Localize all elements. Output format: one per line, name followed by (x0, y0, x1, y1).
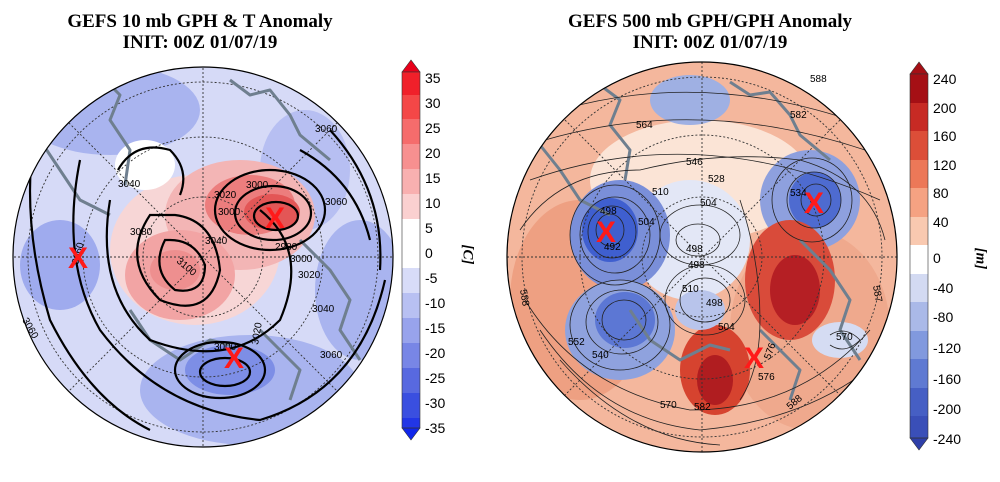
left-gph-contours (28, 129, 387, 431)
right-contour-label: 510 (682, 284, 699, 295)
left-map-boundary (12, 66, 394, 448)
right-contour-label: 570 (836, 332, 853, 343)
right-map-title-line1: GEFS 500 mb GPH/GPH Anomaly (568, 11, 852, 32)
right-contour-labels: 564 588 582 546 528 534 510 504 498 498 … (517, 74, 884, 413)
right-contour-label: 498 (688, 260, 705, 271)
left-contour-label: 3040 (118, 179, 141, 190)
colorbar-tick: 200 (933, 100, 957, 116)
right-contour-label: 582 (694, 402, 711, 413)
left-contour-label: 3060 (320, 350, 343, 361)
right-contour-label: 528 (708, 174, 725, 185)
left-contour-label: 3020 (214, 190, 237, 201)
right-contour-label: 534 (790, 188, 807, 199)
right-contour-label: 588 (810, 74, 827, 85)
left-contour-label: 2980 (275, 242, 298, 253)
x-marker: X (744, 342, 764, 375)
colorbar-tick: -120 (933, 340, 961, 356)
right-map-title: GEFS 500 mb GPH/GPH Anomaly INIT: 00Z 01… (510, 11, 910, 53)
left-markers: X X X (68, 202, 285, 375)
colorbar-tick: 240 (933, 71, 957, 87)
colorbar-tick: 30 (425, 95, 441, 111)
x-marker: X (596, 216, 616, 249)
right-map-boundary (506, 61, 898, 453)
left-contour-label: 3060 (315, 124, 338, 135)
colorbar-tick: 15 (425, 170, 441, 186)
colorbar-tick: -240 (933, 431, 961, 447)
colorbar-tick: -80 (933, 309, 953, 325)
right-colorbar-ticks: 240 200 160 120 80 40 0 -40 -80 -120 -16… (933, 71, 961, 447)
left-contour-label: 3040 (312, 304, 335, 315)
colorbar-tick: 10 (425, 195, 441, 211)
left-map-init: INIT: 00Z 01/07/19 (122, 32, 278, 53)
right-gph-contours (519, 91, 886, 446)
x-marker: X (68, 242, 88, 275)
colorbar-tick: 40 (933, 214, 949, 230)
colorbar-tick: -10 (425, 295, 445, 311)
right-contour-label: 552 (568, 337, 585, 348)
x-marker: X (804, 187, 824, 220)
colorbar-tick: 5 (425, 220, 433, 236)
left-contour-label: 3080 (130, 227, 153, 238)
left-colorbar (401, 59, 421, 441)
left-contour-label: 3000 (218, 207, 241, 218)
right-contour-label: 564 (636, 120, 653, 131)
left-contour-label: 3060 (325, 197, 348, 208)
right-contour-label: 498 (600, 206, 617, 217)
colorbar-tick: -30 (425, 395, 445, 411)
left-colorbar-ticks: 35 30 25 20 15 10 5 0 -5 -10 -15 -20 -25… (425, 70, 445, 436)
colorbar-tick: -15 (425, 320, 445, 336)
colorbar-tick: 35 (425, 70, 441, 86)
colorbar-tick: 120 (933, 157, 957, 173)
right-contour-label: 498 (706, 298, 723, 309)
left-contour-label: 3020 (298, 270, 321, 281)
left-contour-label: 3000 (214, 342, 237, 353)
right-colorbar-unit: [m] (972, 247, 989, 270)
right-contour-label: 576 (758, 372, 775, 383)
right-contour-label: 588 (517, 289, 531, 308)
colorbar-tick: -200 (933, 401, 961, 417)
colorbar-tick: 25 (425, 120, 441, 136)
right-contour-label: 510 (652, 187, 669, 198)
colorbar-tick: 0 (933, 250, 941, 266)
colorbar-tick: -5 (425, 270, 438, 286)
left-contour-label: 3000 (290, 254, 313, 265)
left-map-title-line1: GEFS 10 mb GPH & T Anomaly (67, 11, 333, 32)
right-contour-label: 587 (870, 285, 884, 304)
left-contour-label: 3040 (205, 236, 228, 247)
right-colorbar (909, 61, 929, 451)
x-marker: X (224, 342, 244, 375)
right-contour-label: 504 (638, 217, 655, 228)
right-contour-label: 540 (592, 350, 609, 361)
left-contour-label: 3000 (246, 180, 269, 191)
colorbar-tick: 80 (933, 185, 949, 201)
right-latitude-grid (507, 62, 897, 452)
right-markers: X X X (596, 187, 824, 375)
x-marker: X (265, 202, 285, 235)
right-map-init: INIT: 00Z 01/07/19 (632, 32, 788, 53)
right-contour-label: 570 (660, 400, 677, 411)
right-contour-label: 504 (718, 322, 735, 333)
colorbar-tick: -40 (933, 280, 953, 296)
colorbar-tick: 0 (425, 245, 433, 261)
right-contour-label: 498 (686, 244, 703, 255)
colorbar-tick: 20 (425, 145, 441, 161)
left-latitude-grid (13, 67, 393, 447)
right-contour-label: 582 (790, 110, 807, 121)
right-contour-label: 492 (604, 242, 621, 253)
left-map-title: GEFS 10 mb GPH & T Anomaly INIT: 00Z 01/… (20, 11, 380, 53)
colorbar-tick: 160 (933, 128, 957, 144)
right-contour-label: 546 (686, 157, 703, 168)
colorbar-tick: -160 (933, 371, 961, 387)
left-colorbar-unit: [C] (459, 244, 476, 265)
colorbar-tick: -20 (425, 345, 445, 361)
colorbar-tick: -35 (425, 420, 445, 436)
right-contour-label: 504 (700, 198, 717, 209)
left-contour-label: 3020 (250, 321, 265, 345)
colorbar-tick: -25 (425, 370, 445, 386)
